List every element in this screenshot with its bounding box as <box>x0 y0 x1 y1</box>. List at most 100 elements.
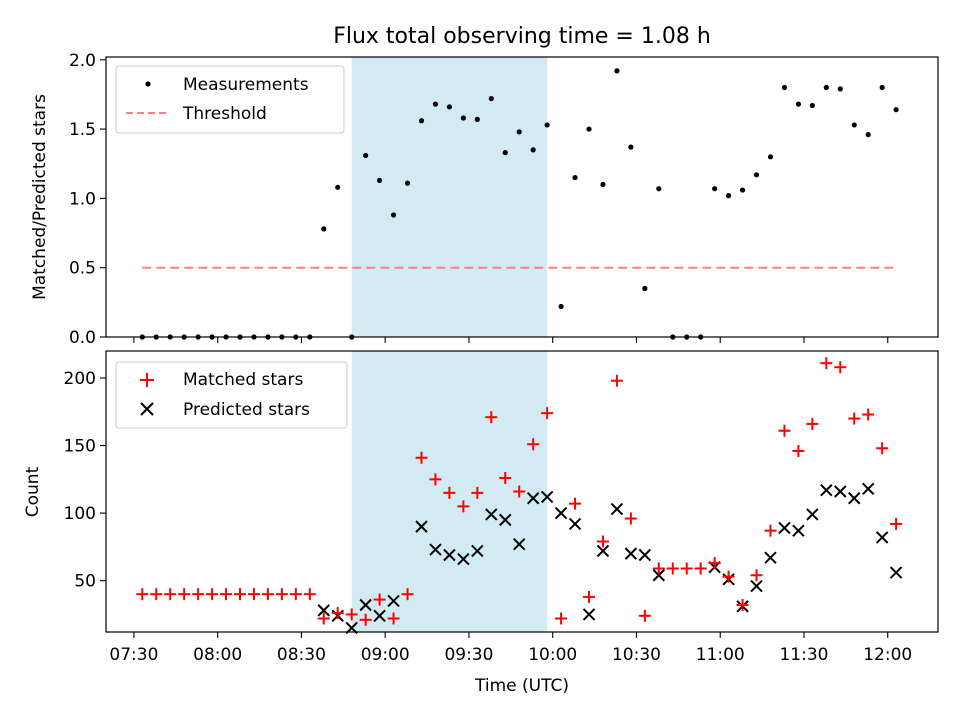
measurement-point <box>530 147 536 153</box>
predicted-star-point <box>485 508 498 521</box>
predicted-star-point <box>457 552 470 566</box>
measurement-point <box>712 186 718 192</box>
predicted-star-point <box>499 513 512 527</box>
predicted-star-point <box>792 524 805 537</box>
matched-star-point <box>513 485 526 498</box>
measurement-point <box>432 101 439 107</box>
predicted-star-point <box>750 579 763 593</box>
predicted-star-point <box>778 521 791 535</box>
measurement-point <box>879 84 885 91</box>
measurement-point <box>656 186 662 192</box>
matched-star-point <box>583 590 596 603</box>
matched-star-point <box>178 588 191 601</box>
matched-star-point <box>331 607 344 620</box>
measurement-point <box>502 150 508 156</box>
measurement-point <box>474 116 480 122</box>
matched-star-point <box>666 562 679 575</box>
predicted-star-point <box>540 490 554 504</box>
predicted-star-point <box>889 566 903 579</box>
x-tick-label: 08:30 <box>277 645 326 665</box>
x-tick-label: 09:30 <box>444 645 493 665</box>
matched-star-point <box>485 411 498 424</box>
chart-title: Flux total observing time = 1.08 h <box>333 24 711 49</box>
measurement-point <box>377 177 383 183</box>
y-tick-label: 1.5 <box>69 120 96 140</box>
matched-star-point <box>834 361 847 374</box>
bottom-legend-box <box>115 361 348 429</box>
measurement-point <box>544 122 550 128</box>
measurement-point <box>865 132 871 138</box>
predicted-star-point <box>582 608 596 621</box>
matched-star-point <box>247 588 260 601</box>
matched-star-point <box>499 471 512 484</box>
y-tick-label: 0.0 <box>69 328 96 348</box>
matched-star-point <box>429 473 442 486</box>
x-tick-label: 11:30 <box>779 645 828 665</box>
measurement-point <box>363 152 369 159</box>
matched-star-point <box>443 486 456 499</box>
y-tick-label: 150 <box>64 437 96 457</box>
matched-star-point <box>150 588 163 601</box>
legend-marker-matched-stars <box>140 373 154 387</box>
y-tick-label: 0.5 <box>69 259 96 279</box>
matched-star-point <box>234 588 247 601</box>
top-x-ticks <box>133 337 889 343</box>
top-marks <box>139 68 899 340</box>
predicted-star-point <box>596 544 610 558</box>
predicted-star-point <box>568 517 582 531</box>
bottom-marks <box>136 357 903 635</box>
predicted-star-point <box>875 531 889 544</box>
matched-star-point <box>275 588 288 601</box>
measurement-point <box>321 226 327 232</box>
matched-star-point <box>792 444 805 457</box>
matched-star-point <box>806 417 819 430</box>
matched-star-point <box>136 588 149 601</box>
predicted-star-point <box>471 544 484 558</box>
matched-star-point <box>527 438 540 451</box>
matched-star-point <box>192 588 205 601</box>
bottom-y-axis-label: Count <box>23 466 43 517</box>
matched-star-point <box>694 562 707 575</box>
matched-star-point <box>164 588 177 601</box>
predicted-star-point <box>317 604 330 617</box>
matched-star-point <box>820 357 833 370</box>
measurement-point <box>823 84 829 91</box>
matched-star-point <box>345 608 358 621</box>
measurement-point <box>600 181 606 188</box>
matched-star-point <box>722 570 735 583</box>
bottom-panel: 50 100 150 200 07:30 08:00 08:30 09:00 09:30 10:… <box>23 350 939 696</box>
measurement-point <box>460 115 466 121</box>
matched-star-point <box>415 451 428 464</box>
measurement-point <box>446 104 453 110</box>
matched-star-point <box>289 588 302 601</box>
matched-star-point <box>359 613 372 626</box>
measurement-point <box>586 126 592 132</box>
matched-star-point <box>862 408 875 421</box>
predicted-star-point <box>373 609 386 622</box>
measurement-point <box>726 193 732 199</box>
predicted-star-point <box>554 506 568 520</box>
measurement-point <box>488 95 494 102</box>
matched-star-point <box>317 612 330 625</box>
matched-star-point <box>206 588 219 601</box>
matched-star-point <box>569 497 582 510</box>
x-tick-label: 07:30 <box>109 645 158 665</box>
bottom-legend: Matched stars Predicted stars <box>115 361 348 429</box>
measurement-point <box>781 84 788 91</box>
matched-star-point <box>778 424 791 437</box>
measurement-point <box>809 102 815 109</box>
matched-star-point <box>708 557 721 570</box>
predicted-star-point <box>359 598 372 612</box>
matched-star-point <box>624 512 637 525</box>
measurement-point <box>795 101 802 107</box>
x-tick-label: 12:00 <box>863 645 912 665</box>
x-tick-label: 09:00 <box>361 645 410 665</box>
x-tick-label: 08:00 <box>193 645 242 665</box>
matched-star-point <box>890 517 903 530</box>
matched-star-point <box>471 486 484 499</box>
observing-window-shade-top <box>351 57 548 337</box>
legend-marker-predicted-stars <box>140 402 154 416</box>
predicted-star-point <box>652 569 666 582</box>
matched-star-point <box>680 562 693 575</box>
matched-star-point <box>401 588 414 601</box>
